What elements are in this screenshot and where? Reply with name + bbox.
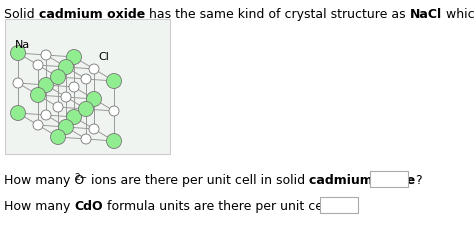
Text: 2−: 2− [74,172,87,181]
Circle shape [69,83,79,93]
Text: CdO: CdO [74,199,103,212]
Circle shape [30,88,46,103]
Circle shape [53,103,63,112]
Circle shape [107,74,121,89]
Text: ?: ? [415,173,422,186]
Circle shape [58,120,73,135]
Circle shape [66,110,82,125]
Circle shape [38,78,54,93]
Text: How many O: How many O [4,173,84,186]
Text: Cl: Cl [98,52,109,62]
Circle shape [66,50,82,65]
Circle shape [51,70,65,85]
Text: which is pictured below:: which is pictured below: [442,8,474,21]
Circle shape [10,46,26,61]
Circle shape [33,121,43,131]
Circle shape [89,65,99,75]
Circle shape [107,134,121,149]
Text: NaCl: NaCl [410,8,442,21]
Circle shape [79,102,93,117]
Circle shape [10,106,26,121]
Text: cadmium oxide: cadmium oxide [38,8,145,21]
Text: has the same kind of crystal structure as: has the same kind of crystal structure a… [145,8,410,21]
FancyBboxPatch shape [370,171,408,187]
Circle shape [86,92,101,107]
Text: Na: Na [15,40,30,50]
Circle shape [109,106,119,116]
Circle shape [58,60,73,75]
Circle shape [81,134,91,144]
Circle shape [61,93,71,103]
Circle shape [81,75,91,85]
Circle shape [13,79,23,89]
Text: ions are there per unit cell in solid: ions are there per unit cell in solid [87,173,309,186]
Circle shape [51,130,65,145]
Circle shape [41,110,51,121]
Text: formula units are there per unit cell?: formula units are there per unit cell? [103,199,337,212]
Circle shape [33,61,43,71]
FancyBboxPatch shape [320,197,358,213]
FancyBboxPatch shape [5,20,170,154]
Text: Solid: Solid [4,8,38,21]
Circle shape [41,51,51,61]
Text: How many: How many [4,199,74,212]
Circle shape [89,125,99,134]
Text: cadmium oxide: cadmium oxide [309,173,415,186]
